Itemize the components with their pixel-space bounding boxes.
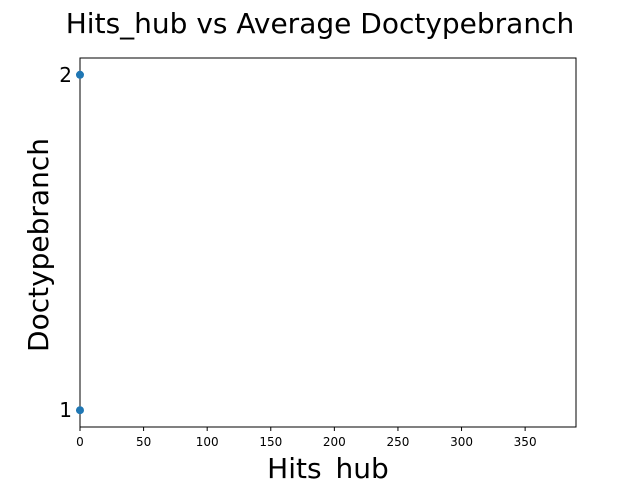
data-points: [76, 70, 84, 415]
y-tick-label: 2: [59, 63, 72, 87]
x-tick-label: 300: [450, 435, 473, 449]
y-axis-label: Doctypebranch: [22, 138, 55, 352]
x-tick-label: 100: [196, 435, 219, 449]
x-tick-label: 350: [514, 435, 537, 449]
x-tick-label: 0: [76, 435, 84, 449]
x-tick-label: 200: [323, 435, 346, 449]
y-axis-ticks: 12: [59, 63, 80, 422]
x-axis-ticks: 0 50 100 150 200 250 300 350: [76, 427, 537, 449]
chart-title: Hits_hub vs Average Doctypebranch: [66, 7, 574, 40]
x-tick-label: 150: [259, 435, 282, 449]
x-axis-label: Hits_hub: [267, 452, 389, 480]
x-tick-label: 50: [136, 435, 151, 449]
scatter-point: [76, 406, 84, 415]
plot-area: [79, 57, 577, 428]
y-tick-label: 1: [59, 398, 72, 422]
x-tick-label: 250: [386, 435, 409, 449]
scatter-point: [76, 70, 84, 79]
